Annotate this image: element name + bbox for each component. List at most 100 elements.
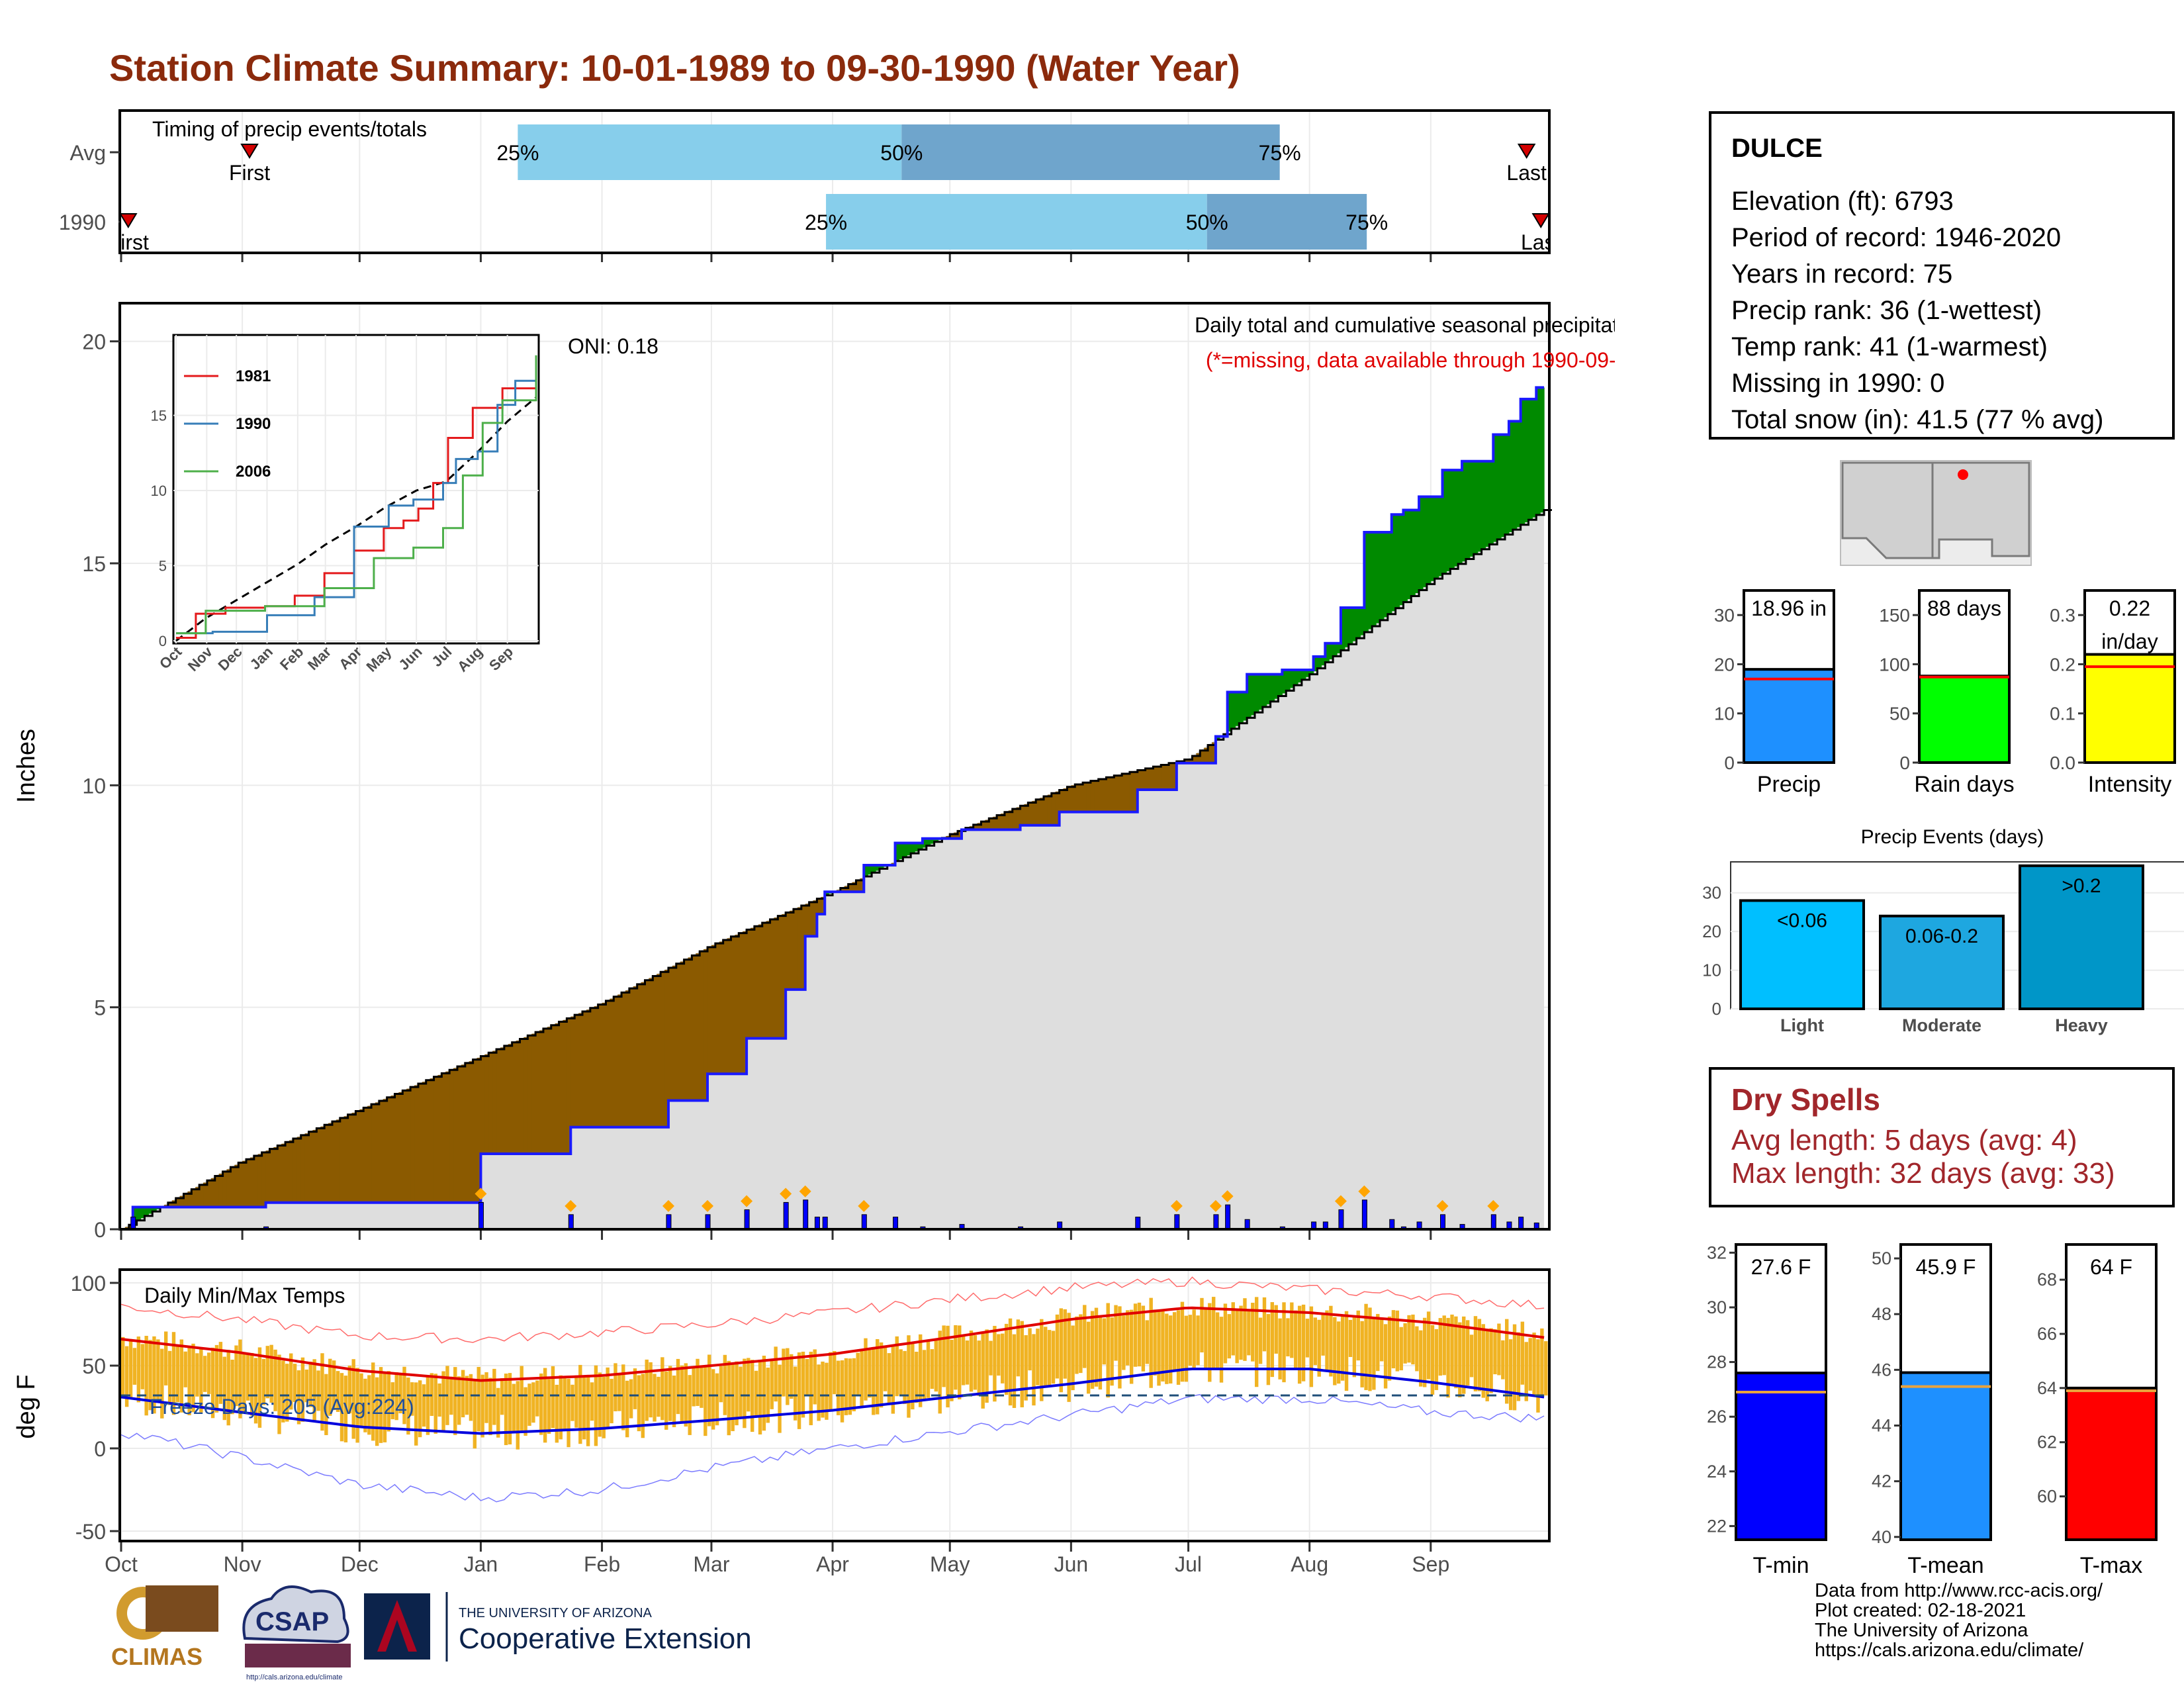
daily-temp-range-bar <box>512 1383 516 1432</box>
precip-departure-slice <box>547 1027 552 1154</box>
precip-departure-slice <box>351 1113 357 1203</box>
daily-temp-range-bar <box>1477 1319 1482 1391</box>
daily-temp-range-bar <box>406 1377 410 1435</box>
temp-summary-label: T-min <box>1753 1553 1809 1578</box>
precip-departure-slice <box>790 910 794 990</box>
csap-url: http://cals.arizona.edu/climate <box>246 1673 343 1681</box>
events-bar <box>1739 899 1865 1010</box>
inset-month-label: Mar <box>304 643 335 674</box>
timing-bar-upper <box>901 124 1280 180</box>
inset-legend-label: 2006 <box>236 463 271 481</box>
precip-departure-slice <box>1446 470 1451 572</box>
precip-departure-slice <box>786 912 790 990</box>
daily-temp-range-bar <box>465 1376 469 1415</box>
precip-departure-slice <box>1391 514 1396 612</box>
precip-departure-slice <box>1192 755 1197 763</box>
precip-departure-slice <box>1012 809 1017 830</box>
daily-temp-range-bar <box>1153 1309 1157 1376</box>
precip-departure-slice <box>273 1147 278 1203</box>
timing-pct-label: 50% <box>1186 211 1228 234</box>
daily-temp-range-bar <box>1024 1335 1028 1401</box>
daily-temp-range-bar <box>621 1364 625 1430</box>
daily-temp-range-bar <box>829 1352 833 1410</box>
precip-departure-slice <box>895 843 900 861</box>
daily-temp-range-bar <box>1383 1324 1388 1389</box>
daily-temp-range-bar <box>1274 1305 1278 1354</box>
daily-temp-range-bar <box>813 1349 817 1405</box>
daily-precip-bar <box>1518 1217 1524 1230</box>
daily-precip-bar <box>814 1217 820 1230</box>
daily-temp-range-bar <box>324 1374 328 1435</box>
precip-departure-slice <box>359 1109 364 1203</box>
daily-temp-range-bar <box>969 1331 974 1392</box>
precip-departure-slice <box>175 1198 181 1207</box>
daily-temp-range-bar <box>371 1362 375 1441</box>
precip-departure-slice <box>152 1207 157 1212</box>
daily-temp-range-bar <box>903 1350 907 1405</box>
daily-temp-range-bar <box>520 1366 523 1432</box>
timing-mask <box>0 212 118 252</box>
daily-temp-range-bar <box>973 1335 978 1390</box>
daily-temp-range-bar <box>1040 1319 1044 1401</box>
summary-bar-label: Precip <box>1757 772 1821 797</box>
daily-temp-range-bar <box>582 1376 586 1440</box>
station-location-marker <box>1958 469 1968 480</box>
daily-temp-range-bar <box>383 1372 387 1442</box>
precip-departure-slice <box>1231 692 1236 729</box>
daily-temp-range-bar <box>1368 1307 1372 1391</box>
temp-summary-group: 40 42 44 46 48 50 45.9 F T-mean <box>1872 1243 1992 1578</box>
station-temp-rank: Temp rank: 41 (1-warmest) <box>1731 332 2048 361</box>
precip-departure-slice <box>668 968 673 1101</box>
daily-temp-range-bar <box>1098 1317 1103 1390</box>
precip-departure-slice <box>312 1130 317 1203</box>
daily-temp-range-bar <box>950 1339 954 1401</box>
events-ytick-label: 10 <box>1702 961 1721 980</box>
daily-temp-range-bar <box>273 1349 277 1411</box>
precip-departure-slice <box>523 1037 528 1154</box>
daily-temp-range-bar <box>852 1358 856 1411</box>
daily-temp-range-bar <box>167 1350 172 1405</box>
precip-departure-slice <box>1110 776 1115 812</box>
daily-precip-bar <box>666 1214 672 1230</box>
daily-temp-range-bar <box>551 1366 555 1429</box>
precip-departure-slice <box>1024 804 1028 825</box>
daily-temp-range-bar <box>1239 1305 1243 1360</box>
daily-temp-range-bar <box>1204 1308 1208 1369</box>
daily-temp-range-bar <box>488 1378 492 1436</box>
precip-departure-slice <box>422 1082 427 1203</box>
inset-series-line <box>176 363 537 639</box>
daily-temp-range-bar <box>1235 1310 1239 1364</box>
precip-departure-slice <box>778 915 782 1039</box>
precip-departure-slice <box>253 1156 259 1207</box>
precip-departure-slice <box>1071 785 1075 812</box>
daily-temp-range-bar <box>645 1359 649 1421</box>
precip-departure-slice <box>1055 791 1060 825</box>
precip-departure-slice <box>1489 461 1494 545</box>
daily-temp-range-bar <box>312 1359 316 1423</box>
precip-departure-slice <box>1520 399 1525 525</box>
precip-departure-slice <box>136 1207 142 1221</box>
precip-departure-slice <box>320 1126 325 1203</box>
precip-departure-slice <box>751 927 755 1039</box>
precip-departure-slice <box>704 949 708 1101</box>
daily-temp-range-bar <box>872 1346 876 1415</box>
temp-summary-ytick: 66 <box>2037 1324 2057 1344</box>
daily-temp-range-bar <box>1458 1322 1462 1397</box>
precip-departure-slice <box>293 1139 298 1203</box>
daily-temp-range-bar <box>1083 1305 1087 1368</box>
daily-temp-range-bar <box>793 1366 797 1421</box>
daily-temp-range-bar <box>426 1375 430 1435</box>
precip-departure-slice <box>281 1143 286 1203</box>
precip-panel: 0 5 10 15 20 Daily total and cumulative seas… <box>13 302 1615 1242</box>
heavy-event-marker <box>1358 1185 1371 1197</box>
dry-spells-avg: Avg length: 5 days (avg: 4) <box>1731 1124 2077 1156</box>
precip-departure-slice <box>610 998 614 1127</box>
precip-departure-slice <box>1227 692 1232 731</box>
daily-temp-range-bar <box>316 1370 320 1411</box>
precip-departure-slice <box>1536 387 1541 515</box>
temp-summary-ytick: 44 <box>1872 1415 1891 1435</box>
temp-summary-bar <box>1735 1372 1827 1541</box>
daily-temp-range-bar <box>543 1368 547 1443</box>
precip-departure-slice <box>1040 798 1044 825</box>
precip-departure-slice <box>696 953 700 1101</box>
